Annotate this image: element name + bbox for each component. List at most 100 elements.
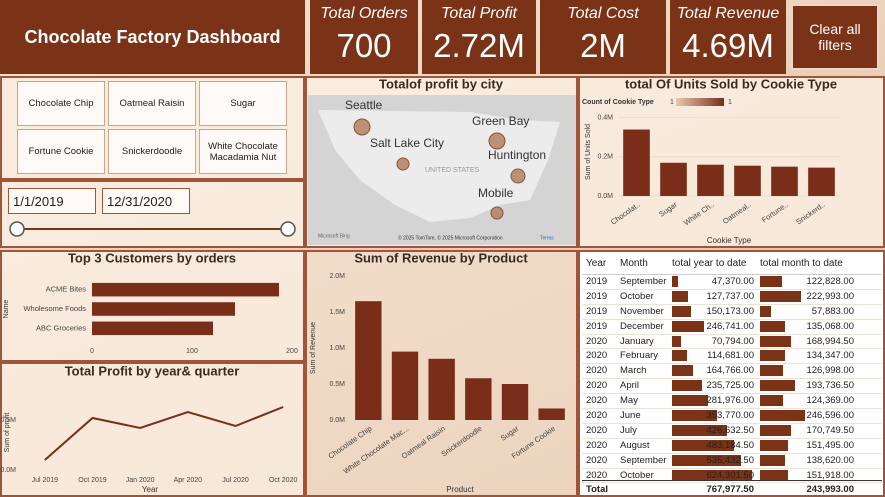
table-cell: September [620, 276, 667, 287]
y-tick-label: ACME Bites [46, 285, 87, 294]
bar [771, 166, 798, 196]
x-axis-label: Year [142, 485, 159, 494]
table-cell: 127,737.00 [706, 290, 754, 302]
map-brand: Microsoft Bing [318, 233, 350, 239]
data-bar [760, 410, 805, 422]
map-attribution: © 2025 TomTom, © 2025 Microsoft Corporat… [398, 234, 503, 241]
data-table: Year Month total year to date total month t… [582, 254, 882, 497]
table-cell: 2020 [586, 365, 608, 377]
clear-filters-button[interactable]: Clear all filters [791, 4, 879, 70]
table-cell: 353,770.00 [706, 410, 754, 422]
table-row: 2019 November 150,173.00 57,883.00 [582, 305, 882, 320]
y-tick-label: 0.0M [329, 417, 345, 424]
table-cell: 138,620.00 [806, 454, 854, 466]
bar [808, 167, 835, 196]
table-row: 2020 September 535,432.50 138,620.00 [582, 454, 882, 469]
table-cell: March [620, 365, 647, 377]
y-tick-label: ABC Groceries [36, 323, 86, 332]
city-bubble [490, 206, 504, 220]
slicer-button[interactable]: White Chocolate Macadamia Nut [199, 129, 287, 174]
start-date[interactable]: 1/1/2019 [8, 188, 96, 214]
x-tick-label: Snickerdoodle [440, 424, 484, 459]
date-slider-track [10, 228, 290, 230]
x-tick-label: Oct 2019 [78, 477, 107, 484]
kpi-value: 4.69M [682, 27, 774, 64]
table-cell: 222,993.00 [806, 290, 854, 302]
data-bar [760, 454, 786, 466]
table-cell: 135,068.00 [806, 320, 854, 332]
table-cell: 151,918.00 [806, 469, 854, 481]
table-cell: February [620, 350, 659, 362]
slicer-button[interactable]: Fortune Cookie [17, 129, 105, 174]
bar [538, 408, 565, 420]
slicer-button[interactable]: Chocolate Chip [17, 81, 105, 126]
x-tick-label: Snickerd.. [794, 200, 826, 227]
slicer-button[interactable]: Snickerdoodle [108, 129, 196, 174]
table-cell: 2020 [586, 439, 608, 451]
x-tick-label: Jul 2020 [222, 477, 249, 484]
kpi-label: Total Revenue [676, 5, 780, 22]
slider-handle[interactable] [9, 221, 25, 237]
data-bar [760, 290, 801, 302]
data-bar [672, 290, 689, 302]
x-tick-label: Fortune.. [760, 200, 790, 225]
table-cell: October [620, 290, 654, 302]
bar [734, 165, 761, 196]
table-cell: 281,976.00 [706, 395, 754, 407]
data-bar [672, 335, 682, 347]
table-cell: 2020 [586, 469, 608, 481]
kpi-value: 2.72M [433, 27, 525, 64]
table-total: Total 767,977.50 243,993.00 [582, 480, 882, 497]
y-tick-label: 2.0M [329, 273, 345, 280]
end-date[interactable]: 12/31/2020 [102, 188, 190, 214]
kpi-label: Total Profit [441, 5, 517, 22]
y-tick-label: 0.2M [597, 154, 613, 161]
city-bubble [488, 132, 506, 150]
map-country: UNITED STATES [425, 167, 480, 174]
y-tick-label: 0.5M [329, 381, 345, 388]
slider-handle[interactable] [280, 221, 296, 237]
data-bar [672, 350, 687, 362]
x-tick-label: 200 [286, 348, 298, 355]
data-bar [672, 424, 727, 436]
data-bar [760, 350, 785, 362]
x-axis-label: Cookie Type [707, 236, 752, 245]
bar [623, 129, 650, 196]
slicer-button[interactable]: Sugar [199, 81, 287, 126]
table-cell: July [620, 424, 637, 436]
data-bar [672, 469, 752, 481]
kpi-label: Total Orders [320, 5, 408, 22]
city-label: Mobile [478, 186, 514, 200]
table-cell: 122,828.00 [806, 276, 854, 287]
table-cell: August [620, 439, 650, 451]
legend-scale [676, 98, 724, 106]
table-row: 2020 May 281,976.00 124,369.00 [582, 394, 882, 410]
table-cell: 246,741.00 [706, 320, 754, 332]
table-row: 2019 October 127,737.00 222,993.00 [582, 290, 882, 305]
kpi-card: Total Cost 2M [540, 0, 666, 74]
table-row: 2020 June 353,770.00 246,596.00 [582, 409, 882, 424]
table-cell: 2019 [586, 320, 608, 332]
table-row: 2020 February 114,681.00 134,347.00 [582, 349, 882, 365]
table-row: 2019 September 47,370.00 122,828.00 [582, 275, 882, 290]
table-cell: 624,301.50 [706, 469, 754, 481]
y-axis-label: Sum of Revenue [310, 322, 317, 374]
y-tick-label: Wholesome Foods [23, 304, 86, 313]
x-tick-label: White Chocolate Mac... [342, 424, 411, 476]
legend-min: 1 [670, 99, 674, 106]
data-bar [672, 454, 741, 466]
table-cell: 126,998.00 [806, 365, 854, 377]
table-cell: May [620, 395, 638, 407]
y-axis-label: Sum of profit [4, 413, 11, 453]
y-tick-label: 1.5M [329, 309, 345, 316]
y-tick-label: 0.4M [597, 115, 613, 122]
city-label: Huntington [488, 148, 546, 162]
data-bar [672, 320, 704, 332]
table-cell: 114,681.00 [707, 350, 754, 362]
data-bar [672, 410, 718, 422]
data-bar [672, 305, 692, 317]
table-cell: 150,173.00 [706, 305, 754, 317]
slicer-button[interactable]: Oatmeal Raisin [108, 81, 196, 126]
y-tick-label: 0.5M [0, 417, 16, 424]
table-row: 2020 March 164,766.00 126,998.00 [582, 364, 882, 380]
